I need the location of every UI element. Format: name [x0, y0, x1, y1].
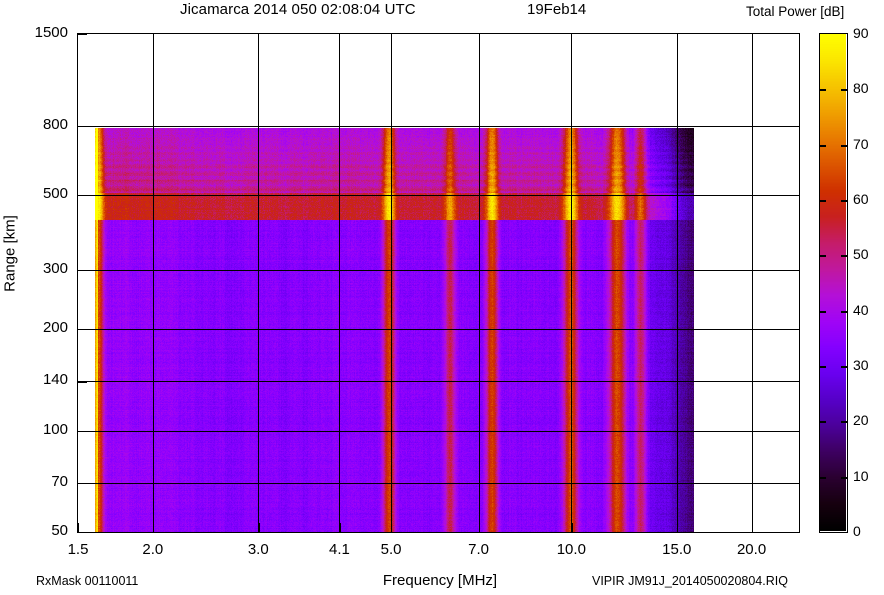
x-axis-tick-label: 15.0: [662, 541, 692, 558]
colorbar-tick-mark: [841, 421, 847, 423]
colorbar-tick-label: 0: [853, 523, 861, 539]
colorbar-tick-label: 30: [853, 357, 869, 373]
gridline-vertical: [391, 34, 392, 532]
x-axis-tick-mark: [339, 523, 341, 532]
y-axis-tick-mark: [78, 34, 87, 36]
source-file-note: VIPIR JM91J_2014050020804.RIQ: [592, 574, 788, 588]
colorbar-tick-label: 20: [853, 412, 869, 429]
y-axis-tick-mark: [78, 381, 87, 383]
y-axis-tick-mark: [78, 532, 87, 534]
x-axis-tick-mark: [478, 523, 480, 532]
colorbar-tick-label: 80: [853, 80, 869, 97]
gridline-horizontal: [78, 270, 799, 271]
gridline-horizontal: [78, 126, 799, 127]
colorbar-title: Total Power [dB]: [746, 4, 845, 19]
y-axis-tick-label: 100: [42, 420, 68, 438]
y-axis-tick-label: 1500: [34, 24, 68, 41]
gridline-vertical: [752, 34, 753, 532]
colorbar-tick-mark: [841, 311, 847, 313]
y-axis-tick-mark: [78, 126, 87, 128]
x-axis-tick-label: 1.5: [67, 541, 89, 558]
x-axis-title: Frequency [MHz]: [382, 572, 498, 589]
y-axis-tick-mark: [78, 329, 87, 331]
y-axis-tick-mark: [78, 269, 87, 272]
x-axis-tick-mark: [751, 523, 753, 532]
x-axis-tick-label: 2.0: [142, 541, 164, 558]
y-axis-tick-label: 50: [51, 522, 68, 539]
colorbar-tick-mark: [820, 145, 826, 147]
gridline-vertical: [571, 34, 572, 532]
x-axis-tick-mark: [78, 523, 80, 532]
colorbar-tick-label: 40: [853, 301, 869, 318]
gridline-horizontal: [78, 381, 799, 382]
gridline-vertical: [153, 34, 154, 532]
colorbar-tick-mark: [820, 477, 826, 479]
x-axis-tick-label: 20.0: [736, 541, 767, 558]
gridline-horizontal: [78, 431, 799, 432]
colorbar-tick-mark: [841, 255, 847, 257]
gridline-vertical: [479, 34, 480, 532]
x-axis-tick-mark: [571, 523, 573, 532]
colorbar-tick-label: 10: [853, 467, 869, 484]
y-axis-tick-label: 500: [42, 184, 68, 202]
x-axis-tick-label: 5.0: [380, 541, 402, 558]
colorbar-tick-mark: [820, 366, 826, 368]
rxmask-note: RxMask 00110011: [36, 574, 139, 588]
page-title: Jicamarca 2014 050 02:08:04 UTC: [180, 1, 416, 18]
colorbar-tick-mark: [820, 255, 826, 257]
colorbar-tick-label: 50: [853, 246, 869, 263]
colorbar-tick-mark: [820, 421, 826, 423]
colorbar-tick-mark: [820, 200, 826, 202]
gridline-vertical: [677, 34, 678, 532]
y-axis-tick-label: 70: [51, 472, 68, 490]
x-axis-tick-mark: [258, 523, 260, 532]
y-axis-tick-label: 800: [42, 116, 68, 134]
y-axis-tick-label: 200: [42, 319, 68, 337]
y-axis-tick-label: 300: [42, 259, 68, 277]
gridline-horizontal: [78, 329, 799, 330]
colorbar-tick-mark: [820, 311, 826, 313]
colorbar-tick-mark: [841, 89, 847, 91]
plot-area: [77, 33, 800, 533]
gridline-vertical: [339, 34, 340, 532]
colorbar-tick-mark: [841, 366, 847, 368]
colorbar: [819, 33, 848, 533]
gridline-horizontal: [78, 483, 799, 484]
x-axis-tick-label: 3.0: [247, 541, 269, 558]
x-axis-tick-mark: [676, 523, 679, 532]
colorbar-tick-label: 90: [853, 25, 869, 41]
ionogram-heatmap: [95, 128, 694, 532]
colorbar-tick-mark: [841, 477, 847, 479]
colorbar-tick-label: 60: [853, 191, 869, 207]
y-axis-tick-mark: [78, 482, 87, 485]
x-axis-tick-label: 7.0: [468, 541, 489, 558]
y-axis-title: Range [km]: [1, 215, 19, 292]
gridline-vertical: [258, 34, 259, 532]
x-axis-tick-mark: [391, 523, 393, 532]
x-axis-tick-mark: [152, 523, 155, 532]
colorbar-tick-label: 70: [853, 135, 869, 152]
x-axis-tick-label: 10.0: [556, 541, 586, 558]
y-axis-tick-mark: [78, 430, 87, 432]
gridline-horizontal: [78, 195, 799, 196]
y-axis-tick-mark: [78, 194, 87, 197]
colorbar-tick-mark: [841, 200, 847, 202]
colorbar-tick-mark: [820, 89, 826, 91]
colorbar-tick-mark: [841, 145, 847, 147]
observation-date-label: 19Feb14: [527, 1, 587, 18]
x-axis-tick-label: 4.1: [329, 541, 350, 558]
y-axis-tick-label: 140: [42, 371, 68, 389]
